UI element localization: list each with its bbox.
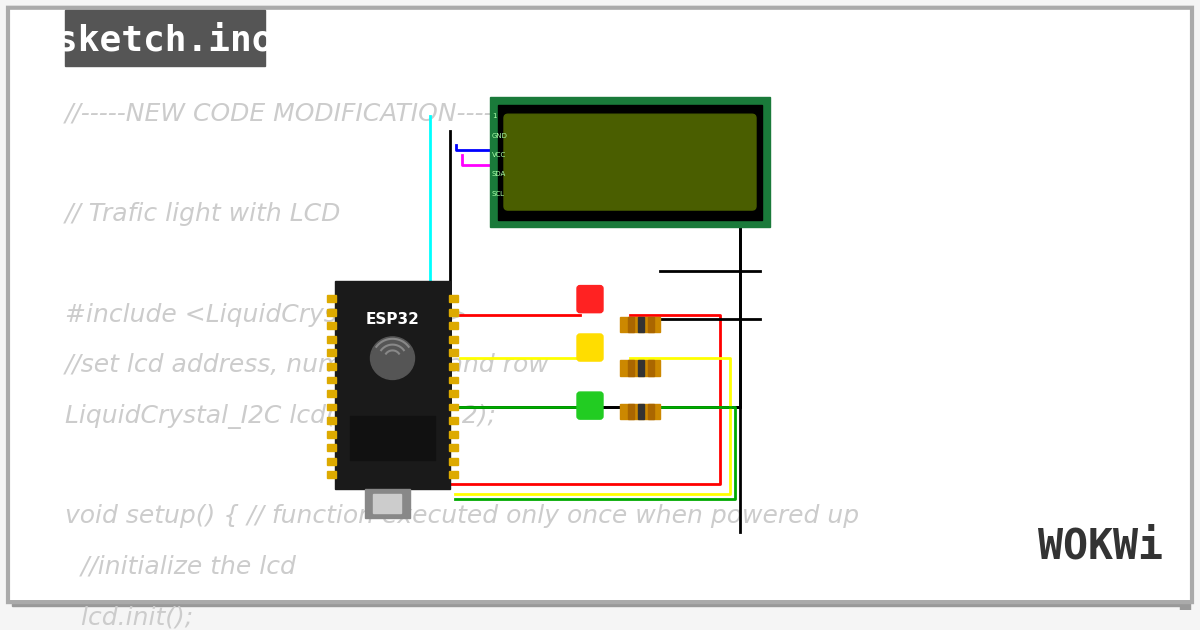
Bar [648,316,654,332]
Bar [638,404,644,419]
Bar [628,316,634,332]
Bar [628,404,634,419]
Bar [65,9,265,66]
Bar [449,323,458,329]
Text: GND: GND [492,132,508,139]
Bar [326,309,336,316]
Text: ESP32: ESP32 [366,312,420,327]
Text: 1: 1 [492,113,497,119]
Text: #include <LiquidCrystal_I2C.h>: #include <LiquidCrystal_I2C.h> [65,303,467,328]
FancyBboxPatch shape [577,285,604,312]
Bar [449,350,458,356]
Bar [326,444,336,451]
Bar [449,404,458,410]
Bar [498,105,762,220]
Bar [449,309,458,316]
Bar [449,444,458,451]
Bar [326,404,336,410]
Bar [326,471,336,478]
Bar [326,363,336,370]
Bar [365,489,410,518]
Bar [449,336,458,343]
Bar [449,417,458,424]
Bar [449,295,458,302]
Text: LiquidCrystal_I2C lcd(0x27, 16, 2);: LiquidCrystal_I2C lcd(0x27, 16, 2); [65,404,496,428]
Bar [326,336,336,343]
Bar [648,404,654,419]
Bar [350,416,436,460]
Text: WOKWi: WOKWi [1038,526,1163,568]
Text: lcd.init();: lcd.init(); [65,605,193,629]
Bar [638,316,644,332]
Bar [628,360,634,375]
FancyBboxPatch shape [577,334,604,361]
FancyBboxPatch shape [577,392,604,419]
Bar [373,494,401,513]
Text: sketch.ino: sketch.ino [56,24,274,58]
Text: SDA: SDA [492,171,506,177]
Bar [326,390,336,397]
Bar [638,360,644,375]
Bar [620,404,660,419]
Bar [620,360,660,375]
Bar [449,390,458,397]
Bar [1180,11,1190,610]
Bar [12,598,1186,606]
Bar [620,316,660,332]
Bar [326,431,336,438]
Bar [326,458,336,465]
Text: //set lcd address, num colums and row: //set lcd address, num colums and row [65,353,550,377]
Text: //initialize the lcd: //initialize the lcd [65,554,296,579]
FancyBboxPatch shape [504,114,756,210]
Text: void setup() { // function executed only once when powered up: void setup() { // function executed only… [65,505,859,529]
Bar [335,281,450,489]
Text: // Trafic light with LCD: // Trafic light with LCD [65,202,341,226]
FancyBboxPatch shape [8,8,1192,602]
Text: SCL: SCL [492,191,505,197]
Circle shape [371,337,414,379]
Bar [490,97,770,227]
Bar [326,350,336,356]
Bar [449,377,458,383]
Bar [326,417,336,424]
Bar [449,431,458,438]
Bar [449,471,458,478]
Bar [326,377,336,383]
Bar [449,458,458,465]
Bar [326,323,336,329]
Text: VCC: VCC [492,152,506,158]
Bar [648,360,654,375]
Text: //-----NEW CODE MODIFICATION-----: //-----NEW CODE MODIFICATION----- [65,101,503,125]
Bar [449,363,458,370]
Bar [326,295,336,302]
